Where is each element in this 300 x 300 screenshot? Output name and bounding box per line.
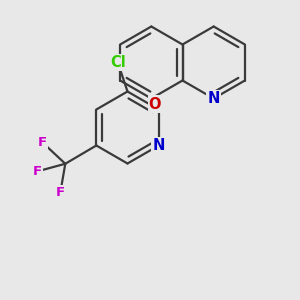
Text: N: N — [152, 138, 165, 153]
Text: F: F — [38, 136, 47, 149]
Text: N: N — [208, 91, 220, 106]
Text: Cl: Cl — [110, 55, 126, 70]
Text: F: F — [56, 186, 65, 199]
Text: F: F — [33, 165, 42, 178]
Text: O: O — [149, 97, 161, 112]
